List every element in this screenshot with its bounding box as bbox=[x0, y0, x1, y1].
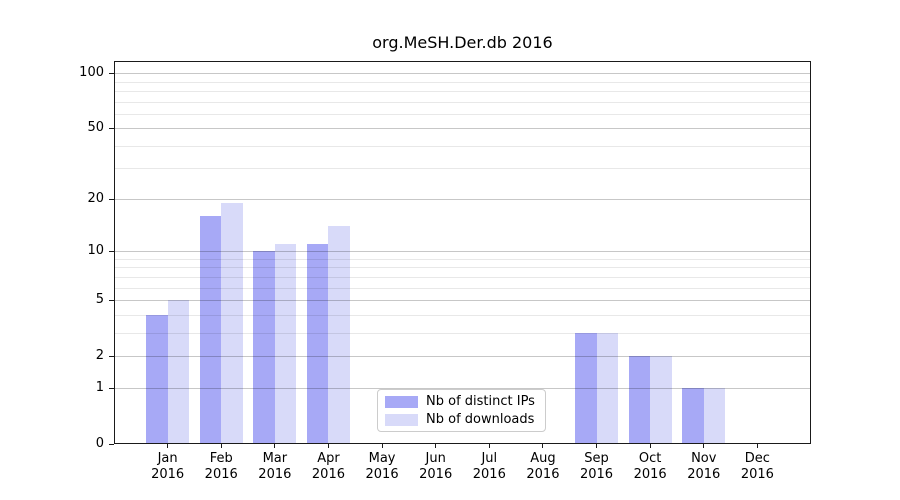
bar-nb-of-downloads bbox=[650, 355, 672, 444]
legend: Nb of distinct IPs Nb of downloads bbox=[377, 389, 546, 432]
x-tick-label: Dec 2016 bbox=[740, 451, 774, 482]
x-tick-mark bbox=[703, 444, 705, 448]
y-tick-label: 10 bbox=[87, 243, 104, 259]
bar-nb-of-distinct-ips bbox=[199, 216, 222, 444]
x-tick-label: Oct 2016 bbox=[633, 451, 667, 482]
bar-nb-of-downloads bbox=[703, 388, 726, 444]
x-tick-mark bbox=[542, 444, 544, 448]
gridline-minor bbox=[115, 90, 810, 92]
gridline-minor bbox=[115, 101, 810, 103]
y-tick-label: 100 bbox=[79, 65, 104, 81]
chart-title: org.MeSH.Der.db 2016 bbox=[372, 33, 553, 52]
y-tick-label: 5 bbox=[95, 292, 104, 308]
x-tick-label: Jan 2016 bbox=[151, 451, 185, 482]
y-tick-label: 1 bbox=[95, 380, 104, 396]
x-tick-mark bbox=[274, 444, 276, 448]
x-tick-label: Jun 2016 bbox=[419, 451, 453, 482]
gridline-minor bbox=[115, 276, 810, 278]
bar-nb-of-downloads bbox=[221, 203, 243, 444]
gridline-major bbox=[115, 251, 810, 253]
gridline-minor bbox=[115, 259, 810, 260]
gridline-major bbox=[115, 199, 810, 201]
gridline-major bbox=[115, 300, 810, 302]
y-tick-label: 50 bbox=[87, 120, 104, 136]
x-tick-mark bbox=[488, 444, 490, 448]
y-tick-mark bbox=[109, 355, 114, 357]
y-tick-mark bbox=[109, 444, 114, 445]
legend-row-distinct-ips: Nb of distinct IPs bbox=[385, 394, 545, 409]
legend-swatch-downloads bbox=[385, 413, 418, 426]
bar-nb-of-distinct-ips bbox=[306, 244, 329, 444]
gridline-minor bbox=[115, 332, 810, 334]
y-tick-mark bbox=[109, 251, 114, 253]
x-tick-label: Jul 2016 bbox=[472, 451, 506, 482]
bar-nb-of-distinct-ips bbox=[575, 332, 597, 444]
legend-label-distinct-ips: Nb of distinct IPs bbox=[426, 394, 535, 409]
gridline-major bbox=[115, 128, 810, 130]
y-tick-mark bbox=[109, 300, 114, 302]
legend-swatch-distinct-ips bbox=[385, 395, 418, 408]
bar-nb-of-distinct-ips bbox=[628, 355, 651, 444]
x-tick-mark bbox=[220, 444, 222, 448]
x-tick-label: Nov 2016 bbox=[687, 451, 721, 482]
y-tick-label: 20 bbox=[87, 191, 104, 207]
y-tick-label: 2 bbox=[95, 347, 104, 363]
x-tick-mark bbox=[167, 444, 169, 448]
gridline-minor bbox=[115, 168, 810, 170]
x-tick-label: Feb 2016 bbox=[204, 451, 238, 482]
x-tick-mark bbox=[435, 444, 437, 448]
bar-nb-of-downloads bbox=[596, 332, 619, 444]
gridline-minor bbox=[115, 314, 810, 316]
x-tick-mark bbox=[756, 444, 758, 448]
y-tick-mark bbox=[109, 128, 114, 130]
plot-area bbox=[114, 61, 811, 444]
gridline-minor bbox=[115, 287, 810, 289]
y-tick-label: 0 bbox=[95, 436, 104, 451]
gridline-major bbox=[115, 355, 810, 357]
x-tick-label: Mar 2016 bbox=[258, 451, 292, 482]
bar-nb-of-downloads bbox=[167, 300, 190, 444]
bar-nb-of-distinct-ips bbox=[682, 388, 704, 444]
bar-nb-of-distinct-ips bbox=[253, 251, 275, 444]
x-tick-mark bbox=[381, 444, 383, 448]
gridline-major bbox=[115, 388, 810, 390]
gridline-minor bbox=[115, 81, 810, 83]
x-tick-label: Apr 2016 bbox=[311, 451, 345, 482]
x-tick-mark bbox=[596, 444, 598, 448]
y-tick-mark bbox=[109, 388, 114, 390]
x-tick-mark bbox=[649, 444, 651, 448]
y-tick-mark bbox=[109, 199, 114, 201]
x-tick-mark bbox=[327, 444, 329, 448]
bar-nb-of-distinct-ips bbox=[146, 314, 168, 444]
gridline-minor bbox=[115, 113, 810, 115]
bar-nb-of-downloads bbox=[328, 226, 350, 444]
gridline-minor bbox=[115, 267, 810, 269]
bar-nb-of-downloads bbox=[274, 244, 297, 444]
x-tick-label: Aug 2016 bbox=[526, 451, 560, 482]
y-tick-mark bbox=[109, 73, 114, 75]
legend-row-downloads: Nb of downloads bbox=[385, 412, 545, 427]
legend-label-downloads: Nb of downloads bbox=[426, 412, 535, 427]
gridline-minor bbox=[115, 145, 810, 147]
x-tick-label: May 2016 bbox=[365, 451, 399, 482]
x-tick-label: Sep 2016 bbox=[579, 451, 614, 482]
gridline-major bbox=[115, 73, 810, 75]
